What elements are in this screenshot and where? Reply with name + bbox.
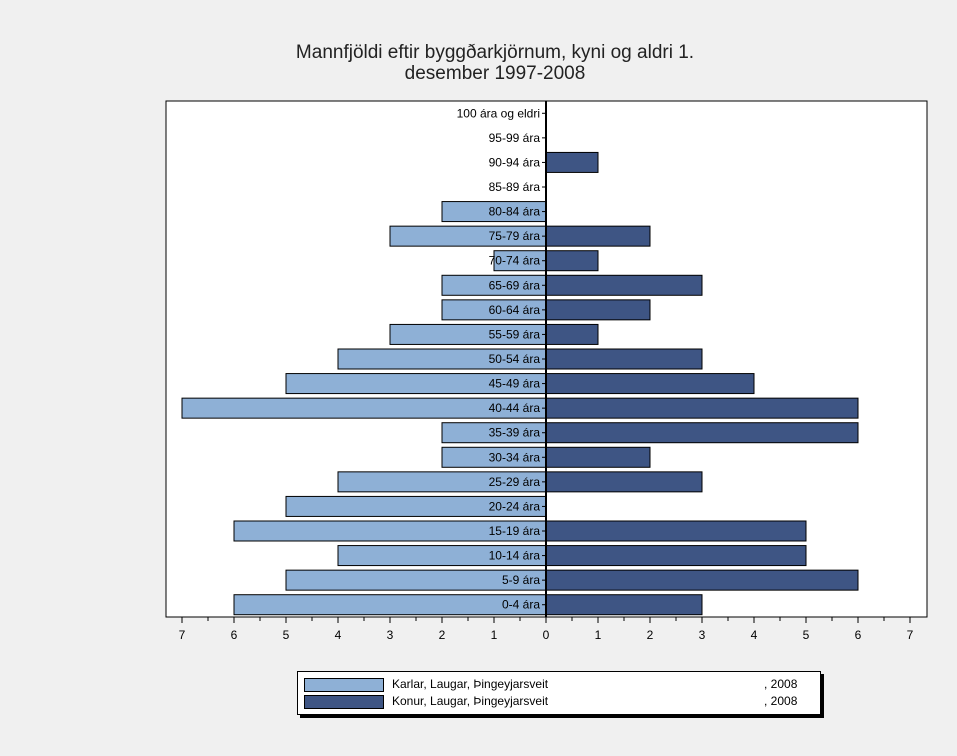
category-label-0: 0-4 ára <box>502 598 540 612</box>
legend: Karlar, Laugar, Þingeyjarsveit , 2008 Ko… <box>297 671 821 715</box>
x-tick-label-11: 4 <box>751 628 758 642</box>
legend-label-men: Karlar, Laugar, Þingeyjarsveit <box>392 677 549 691</box>
category-label-2: 10-14 ára <box>489 549 541 563</box>
category-label-12: 60-64 ára <box>489 303 541 317</box>
bar-women-1 <box>545 569 859 591</box>
bar-women-3 <box>545 520 807 542</box>
x-tick-label-7: 0 <box>543 628 550 642</box>
category-label-19: 95-99 ára <box>489 131 541 145</box>
x-tick-label-1: 6 <box>231 628 238 642</box>
category-label-6: 30-34 ára <box>489 450 541 464</box>
bar-women-10 <box>545 348 703 370</box>
bar-women-7 <box>545 422 859 444</box>
x-tick-label-8: 1 <box>595 628 602 642</box>
x-tick-label-3: 4 <box>335 628 342 642</box>
category-label-3: 15-19 ára <box>489 524 541 538</box>
category-label-8: 40-44 ára <box>489 401 541 415</box>
x-tick-label-10: 3 <box>699 628 706 642</box>
bar-men-0 <box>233 594 547 616</box>
legend-label-women: Konur, Laugar, Þingeyjarsveit <box>392 694 549 708</box>
legend-swatch-women <box>304 695 384 709</box>
bar-women-11 <box>545 323 599 345</box>
x-tick-label-9: 2 <box>647 628 654 642</box>
category-label-10: 50-54 ára <box>489 352 541 366</box>
category-label-17: 85-89 ára <box>489 180 541 194</box>
x-tick-label-13: 6 <box>855 628 862 642</box>
x-tick-label-6: 1 <box>491 628 498 642</box>
bar-women-8 <box>545 397 859 419</box>
category-label-16: 80-84 ára <box>489 205 541 219</box>
legend-year-men: , 2008 <box>764 677 798 691</box>
category-label-7: 35-39 ára <box>489 426 541 440</box>
bar-women-2 <box>545 545 807 567</box>
bar-women-15 <box>545 225 651 247</box>
category-label-4: 20-24 ára <box>489 499 541 513</box>
x-tick-label-0: 7 <box>179 628 186 642</box>
category-label-14: 70-74 ára <box>489 254 541 268</box>
bar-women-5 <box>545 471 703 493</box>
legend-swatch-men <box>304 678 384 692</box>
bar-women-0 <box>545 594 703 616</box>
x-tick-label-4: 3 <box>387 628 394 642</box>
x-tick-label-5: 2 <box>439 628 446 642</box>
legend-entry-men: Karlar, Laugar, Þingeyjarsveit , 2008 <box>304 677 819 693</box>
category-label-1: 5-9 ára <box>502 573 540 587</box>
category-label-9: 45-49 ára <box>489 377 541 391</box>
category-label-18: 90-94 ára <box>489 155 541 169</box>
chart-title-line-1: Mannfjöldi eftir byggðarkjörnum, kyni og… <box>295 42 695 63</box>
bar-women-18 <box>545 151 599 173</box>
bar-women-9 <box>545 373 755 395</box>
bar-women-6 <box>545 446 651 468</box>
category-label-20: 100 ára og eldri <box>457 106 540 120</box>
category-label-5: 25-29 ára <box>489 475 541 489</box>
x-tick-label-12: 5 <box>803 628 810 642</box>
legend-entry-women: Konur, Laugar, Þingeyjarsveit , 2008 <box>304 694 819 710</box>
bar-women-12 <box>545 299 651 321</box>
category-label-13: 65-69 ára <box>489 278 541 292</box>
x-tick-label-2: 5 <box>283 628 290 642</box>
chart-title: Mannfjöldi eftir byggðarkjörnum, kyni og… <box>0 42 957 84</box>
bar-women-13 <box>545 274 703 296</box>
bar-women-14 <box>545 250 599 272</box>
chart-title-line-2: desember 1997-2008 <box>404 63 586 84</box>
category-label-11: 55-59 ára <box>489 327 541 341</box>
x-tick-label-14: 7 <box>907 628 914 642</box>
category-label-15: 75-79 ára <box>489 229 541 243</box>
legend-year-women: , 2008 <box>764 694 798 708</box>
